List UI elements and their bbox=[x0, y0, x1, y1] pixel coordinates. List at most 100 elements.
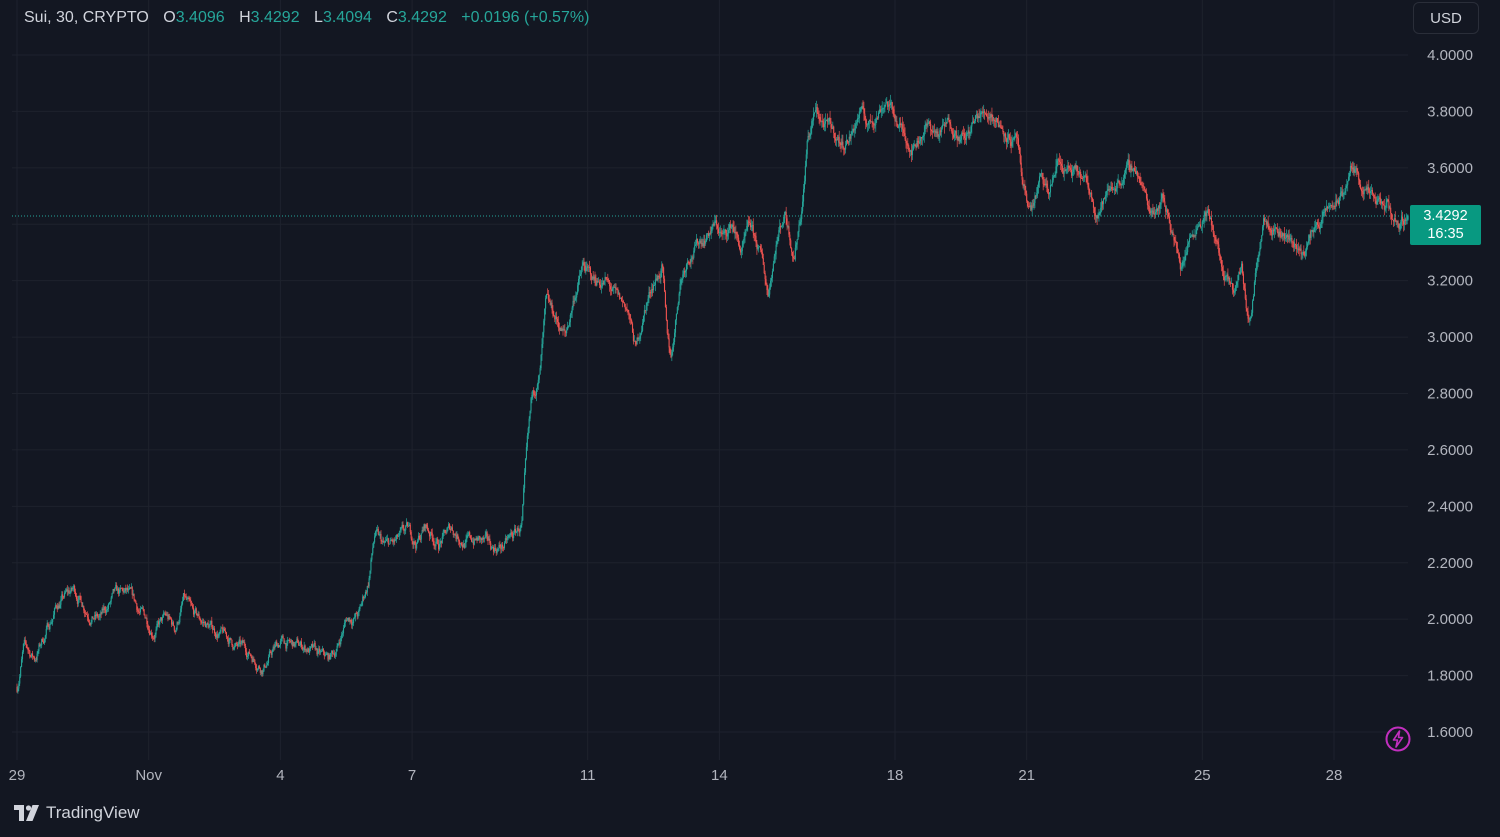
candle-body bbox=[825, 119, 827, 121]
candle-body bbox=[851, 131, 853, 134]
candle-body bbox=[1316, 222, 1319, 225]
candle-body bbox=[97, 616, 99, 618]
candle-body bbox=[376, 529, 378, 530]
candle-body bbox=[90, 622, 92, 626]
candle-body bbox=[1206, 210, 1208, 217]
candle-body bbox=[1109, 188, 1111, 191]
candle-body bbox=[1097, 214, 1099, 219]
candle-body bbox=[423, 524, 425, 531]
candle-body bbox=[840, 143, 842, 146]
candle-body bbox=[666, 319, 668, 334]
candle-body bbox=[963, 132, 965, 134]
candle-body bbox=[1014, 135, 1016, 137]
candle-body bbox=[549, 301, 551, 305]
candle-body bbox=[1268, 226, 1270, 229]
time-axis[interactable]: 29 Nov 4 7 11 14 18 21 25 28 bbox=[9, 767, 1343, 784]
candle-body bbox=[1203, 216, 1205, 222]
candle-body bbox=[1228, 277, 1230, 280]
candle-body bbox=[1151, 210, 1153, 212]
candle-body bbox=[1248, 318, 1250, 320]
candle-body bbox=[31, 653, 34, 657]
candle-body bbox=[284, 643, 286, 644]
candle-body bbox=[654, 279, 656, 285]
candle-body bbox=[1058, 159, 1060, 161]
candle-body bbox=[1385, 202, 1387, 207]
candle-body bbox=[181, 600, 184, 605]
lightning-bolt-icon[interactable] bbox=[1384, 725, 1412, 753]
candle-body bbox=[778, 230, 780, 237]
candle-body bbox=[1407, 216, 1409, 220]
candle-body bbox=[264, 664, 266, 667]
tradingview-brand[interactable]: TradingView bbox=[14, 803, 140, 823]
candle-body bbox=[1196, 228, 1198, 231]
candle-body bbox=[1250, 316, 1252, 318]
candle-body bbox=[149, 632, 152, 635]
candle-body bbox=[396, 534, 398, 540]
candle-body bbox=[371, 553, 373, 560]
candle-body bbox=[972, 121, 974, 123]
candle-body bbox=[1028, 206, 1030, 208]
candle-body bbox=[1166, 209, 1169, 213]
candle-body bbox=[1214, 236, 1216, 238]
price-axis[interactable]: 1.60001.80002.00002.20002.40002.60002.80… bbox=[1427, 47, 1473, 741]
candle-body bbox=[844, 149, 846, 151]
candle-body bbox=[492, 547, 494, 548]
candle-body bbox=[498, 545, 500, 550]
candle-body bbox=[1359, 184, 1362, 189]
candle-body bbox=[458, 538, 460, 542]
candle-body bbox=[98, 616, 100, 618]
candle-body bbox=[771, 271, 773, 279]
candle-body bbox=[361, 602, 363, 606]
candle-body bbox=[520, 524, 522, 528]
currency-button[interactable]: USD bbox=[1413, 2, 1479, 34]
candle-body bbox=[564, 329, 566, 331]
candle-body bbox=[1181, 266, 1183, 268]
candle-body bbox=[833, 126, 835, 134]
candle-body bbox=[1274, 228, 1276, 232]
symbol-title[interactable]: Sui, 30, CRYPTO bbox=[24, 9, 149, 26]
candle-body bbox=[1273, 229, 1275, 232]
candle-body bbox=[922, 135, 924, 138]
candle-body bbox=[1075, 165, 1077, 169]
candle-body bbox=[572, 300, 574, 308]
candle-body bbox=[59, 604, 61, 609]
candle-body bbox=[940, 130, 942, 133]
candle-body bbox=[990, 114, 992, 118]
candle-body bbox=[837, 136, 839, 140]
candle-body bbox=[276, 641, 278, 647]
candle-body bbox=[927, 122, 929, 126]
candle-body bbox=[767, 289, 769, 297]
candle-body bbox=[605, 277, 607, 280]
candle-body bbox=[865, 120, 867, 124]
candle-body bbox=[626, 309, 628, 310]
candle-body bbox=[663, 278, 666, 292]
price-tick-label: 2.2000 bbox=[1427, 555, 1473, 572]
candle-body bbox=[749, 223, 752, 228]
candle-body bbox=[272, 647, 274, 652]
candle-body bbox=[389, 540, 391, 544]
candle-body bbox=[878, 109, 881, 113]
candle-body bbox=[983, 111, 985, 114]
candle-body bbox=[921, 137, 923, 139]
candle-body bbox=[369, 570, 371, 579]
candle-body bbox=[669, 347, 671, 355]
candle-body bbox=[443, 530, 445, 532]
candle-body bbox=[124, 588, 126, 592]
candle-body bbox=[96, 613, 98, 617]
candle-body bbox=[308, 648, 310, 653]
candle-body bbox=[1183, 261, 1185, 263]
candle-body bbox=[868, 119, 870, 122]
candle-body bbox=[503, 542, 506, 549]
candle-body bbox=[499, 545, 501, 547]
candle-body bbox=[731, 224, 733, 227]
candle-body bbox=[64, 591, 67, 593]
candle-body bbox=[290, 640, 292, 642]
candle-body bbox=[1133, 168, 1135, 171]
candle-body bbox=[1189, 235, 1191, 238]
candle-body bbox=[150, 632, 152, 636]
candle-body bbox=[1348, 173, 1351, 177]
candle-body bbox=[1370, 191, 1372, 194]
candle-body bbox=[1091, 192, 1093, 199]
candle-body bbox=[1331, 205, 1333, 207]
